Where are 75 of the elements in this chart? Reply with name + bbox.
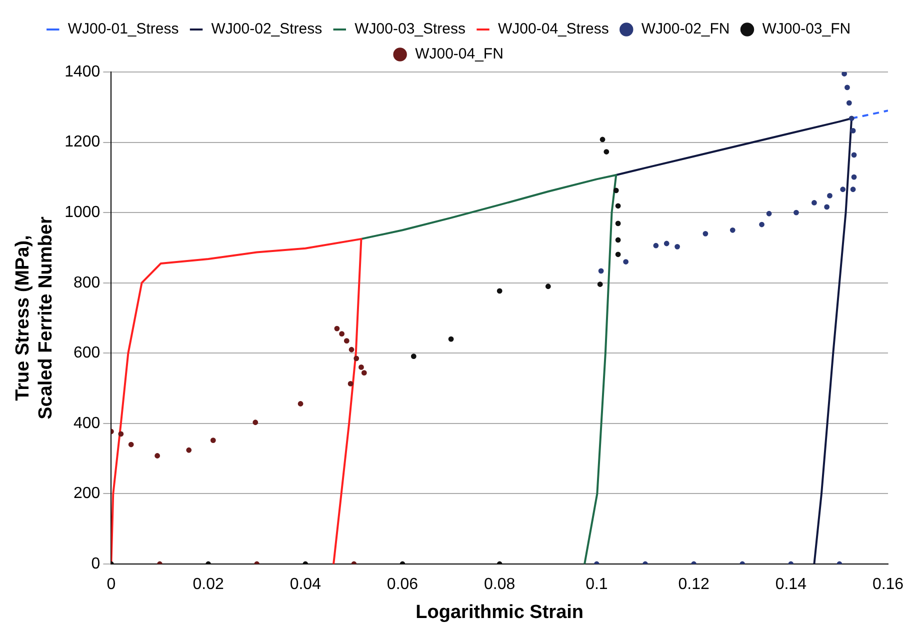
- point: [358, 364, 364, 370]
- point: [339, 331, 345, 337]
- point: [210, 438, 216, 443]
- point: [348, 346, 354, 352]
- point: [824, 204, 830, 210]
- x-tick-label: 0.06: [386, 576, 418, 594]
- point: [840, 186, 846, 192]
- y-tick-label: 1000: [64, 204, 100, 221]
- point: [252, 420, 258, 426]
- point: [842, 72, 848, 76]
- point: [844, 84, 850, 90]
- point: [702, 230, 708, 236]
- y-tick-label: 0: [91, 555, 100, 572]
- point: [448, 336, 454, 342]
- point: [361, 370, 367, 376]
- y-tick-label: 1200: [64, 134, 100, 151]
- point: [615, 237, 621, 243]
- point: [850, 186, 856, 192]
- point: [334, 326, 340, 332]
- point: [794, 210, 799, 216]
- x-axis-title: Logarithmic Strain: [416, 602, 584, 623]
- point: [545, 284, 551, 290]
- point: [496, 288, 502, 294]
- x-tick-label: 0.02: [192, 576, 224, 594]
- x-tick-label: 0.12: [678, 576, 710, 594]
- legend-label: WJ00-02_Stress: [211, 20, 322, 38]
- point: [615, 203, 621, 209]
- point: [598, 268, 604, 274]
- point: [348, 381, 354, 386]
- point: [128, 442, 134, 448]
- point: [851, 152, 857, 158]
- point: [186, 447, 192, 453]
- legend-label: WJ00-03_Stress: [354, 20, 466, 38]
- x-tick-label: 0: [106, 576, 116, 594]
- point: [154, 453, 160, 458]
- point: [730, 227, 736, 233]
- point: [410, 354, 416, 360]
- point: [613, 188, 619, 194]
- point: [623, 259, 629, 264]
- legend-label: WJ00-03_FN: [762, 20, 851, 38]
- point: [615, 252, 621, 258]
- legend-label: WJ00-04_FN: [415, 46, 504, 63]
- y-tick-label: 1400: [64, 63, 100, 80]
- point: [354, 356, 360, 362]
- y-tick-label: 600: [73, 344, 100, 362]
- point: [298, 401, 304, 406]
- point: [766, 210, 772, 216]
- point: [600, 136, 606, 142]
- legend-label: WJ00-02_FN: [641, 20, 730, 38]
- point: [664, 240, 670, 246]
- point: [759, 222, 764, 228]
- point: [653, 242, 659, 248]
- point: [812, 200, 817, 206]
- x-tick-label: 0.04: [290, 576, 322, 594]
- point: [344, 338, 350, 344]
- point: [848, 116, 854, 122]
- x-tick-label: 0.1: [586, 576, 608, 594]
- point: [604, 149, 610, 154]
- point: [850, 128, 856, 134]
- point: [827, 193, 832, 198]
- point: [674, 244, 680, 250]
- point: [851, 174, 857, 180]
- x-tick-label: 0.08: [484, 576, 516, 594]
- x-tick-label: 0.16: [872, 576, 904, 594]
- x-tick-label: 0.14: [775, 576, 807, 594]
- point: [615, 220, 621, 226]
- point: [846, 100, 852, 106]
- point: [118, 431, 124, 437]
- y-axis-title: True Stress (MPa), Scaled Ferrite Number: [12, 216, 56, 420]
- y-tick-label: 200: [73, 485, 100, 502]
- point: [597, 282, 603, 287]
- legend-label: WJ00-01_Stress: [68, 20, 179, 38]
- legend-label: WJ00-04_Stress: [498, 20, 609, 38]
- y-tick-label: 400: [73, 414, 100, 432]
- y-tick-label: 800: [73, 274, 100, 292]
